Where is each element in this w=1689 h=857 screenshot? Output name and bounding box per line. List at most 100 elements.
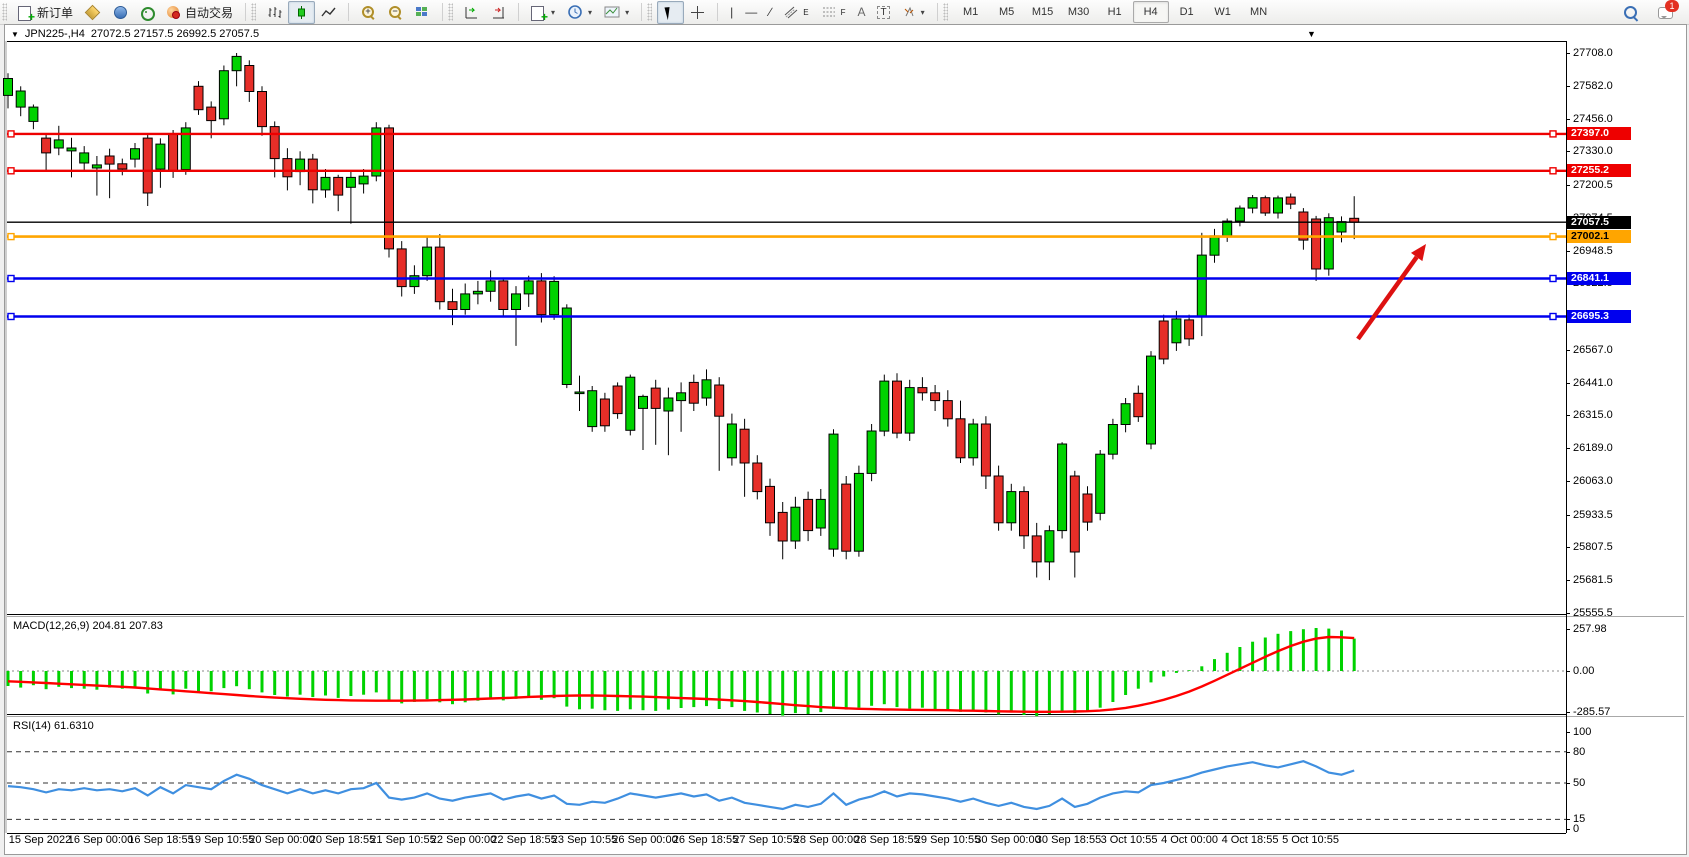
new-order-button[interactable]: + 新订单 bbox=[12, 1, 79, 24]
time-tick-label: 30 Sep 18:55 bbox=[1035, 834, 1102, 846]
time-tick-label: 27 Sep 10:55 bbox=[733, 834, 799, 846]
timeframe-button-m1[interactable]: M1 bbox=[962, 6, 979, 18]
zoom-out-icon: − bbox=[388, 5, 403, 20]
price-tick-label: 27582.0 bbox=[1573, 79, 1613, 92]
text-tool-button[interactable]: A bbox=[851, 1, 871, 24]
candlestick-mode-button[interactable] bbox=[288, 0, 316, 24]
macd-tick-label: -285.57 bbox=[1573, 706, 1611, 718]
market-watch-icon bbox=[84, 4, 101, 20]
time-tick-label: 20 Sep 00:00 bbox=[249, 834, 315, 846]
chart-shift-icon bbox=[465, 6, 478, 18]
macd-indicator-label: MACD(12,26,9) 204.81 207.83 bbox=[13, 620, 163, 632]
axis-tick-mark bbox=[1566, 250, 1570, 252]
hline-tool-button[interactable]: — bbox=[739, 1, 763, 24]
arrows-tool-dropdown-button[interactable]: ▾ bbox=[896, 1, 931, 24]
price-tick-label: 25681.5 bbox=[1573, 574, 1613, 587]
fibonacci-tool-button[interactable]: F bbox=[815, 1, 852, 24]
arrows-tool-icon bbox=[904, 6, 914, 17]
bar-chart-mode-button[interactable] bbox=[261, 1, 288, 24]
cursor-tool-button[interactable] bbox=[657, 0, 685, 24]
signals-button[interactable] bbox=[133, 1, 160, 24]
rsi-tick-label: 0 bbox=[1573, 823, 1580, 835]
search-button[interactable] bbox=[1617, 1, 1644, 24]
level-price-label: 26695.3 bbox=[1567, 309, 1631, 323]
axis-tick-mark bbox=[1566, 671, 1570, 672]
textlabel-tool-button[interactable]: T bbox=[871, 1, 895, 24]
fibonacci-icon bbox=[822, 7, 835, 16]
crosshair-tool-button[interactable] bbox=[684, 1, 711, 24]
autotrade-button[interactable]: 自动交易 bbox=[160, 1, 239, 24]
tile-windows-button[interactable] bbox=[409, 1, 436, 24]
cursor-icon bbox=[663, 4, 678, 20]
line-chart-mode-button[interactable] bbox=[315, 1, 342, 24]
time-tick-label: 26 Sep 18:55 bbox=[672, 834, 739, 846]
time-tick-label: 20 Sep 18:55 bbox=[309, 834, 376, 846]
vline-tool-button[interactable]: | bbox=[724, 1, 739, 24]
auto-scroll-button[interactable] bbox=[485, 1, 512, 24]
time-tick-label: 21 Sep 10:55 bbox=[370, 834, 436, 846]
symbol-period-label: JPN225-,H4 bbox=[24, 28, 85, 40]
axis-tick-mark bbox=[1566, 712, 1570, 713]
signals-icon bbox=[139, 5, 156, 21]
timeframe-button-h1[interactable]: H1 bbox=[1107, 6, 1122, 18]
zoom-in-button[interactable]: + bbox=[355, 1, 382, 24]
trendline-tool-button[interactable]: ∕ bbox=[763, 1, 777, 24]
text-tool-label: A bbox=[857, 4, 866, 19]
macd-tick-label: 257.98 bbox=[1573, 623, 1607, 635]
notification-badge: 1 bbox=[1665, 0, 1679, 12]
axis-tick-mark bbox=[1566, 151, 1570, 153]
timeframe-button-mn[interactable]: MN bbox=[1250, 6, 1268, 18]
timeframe-button-h4[interactable]: H4 bbox=[1132, 1, 1169, 23]
timeframe-button-m15[interactable]: M15 bbox=[1031, 6, 1054, 18]
timeframe-button-m30[interactable]: M30 bbox=[1067, 6, 1090, 18]
axis-tick-mark bbox=[1566, 53, 1570, 54]
period-dropdown-button[interactable]: ▾ bbox=[561, 1, 598, 24]
rsi-tick-label: 15 bbox=[1573, 813, 1586, 826]
community-button[interactable] bbox=[106, 1, 133, 24]
toolbar-grip[interactable] bbox=[2, 3, 7, 21]
autotrade-label: 自动交易 bbox=[185, 5, 234, 20]
timeframe-button-m5[interactable]: M5 bbox=[998, 6, 1015, 18]
current-price-label: 27057.5 bbox=[1567, 215, 1631, 229]
price-tick-label: 27708.0 bbox=[1573, 47, 1613, 59]
price-tick-label: 26189.0 bbox=[1573, 442, 1613, 455]
market-watch-button[interactable] bbox=[79, 1, 106, 24]
time-tick-label: 22 Sep 00:00 bbox=[430, 834, 497, 846]
ohlc-readout: 27072.5 27157.5 26992.5 27057.5 bbox=[90, 28, 260, 40]
time-tick-label: 5 Oct 10:55 bbox=[1282, 834, 1339, 846]
hline-icon: — bbox=[745, 4, 758, 19]
price-tick-label: 25807.5 bbox=[1573, 541, 1613, 554]
axis-tick-mark bbox=[1566, 783, 1570, 784]
time-tick-label: 16 Sep 00:00 bbox=[67, 834, 134, 846]
time-tick-label: 19 Sep 10:55 bbox=[188, 834, 255, 846]
time-tick-label: 15 Sep 2022 bbox=[8, 834, 72, 846]
axis-tick-mark bbox=[1566, 85, 1570, 87]
time-tick-label: 23 Sep 10:55 bbox=[551, 834, 618, 846]
timeframe-button-w1[interactable]: W1 bbox=[1214, 6, 1231, 18]
template-dropdown-button[interactable]: ▾ bbox=[598, 1, 635, 24]
axis-tick-mark bbox=[1566, 448, 1570, 450]
trendline-icon: ∕ bbox=[769, 4, 772, 19]
profiles-dropdown-button[interactable]: + ▾ bbox=[525, 1, 561, 24]
chart-shift-button[interactable] bbox=[458, 1, 485, 24]
line-chart-icon bbox=[321, 7, 336, 16]
axis-tick-mark bbox=[1566, 382, 1570, 384]
time-tick-label: 16 Sep 18:55 bbox=[128, 834, 194, 846]
price-tick-label: 25555.5 bbox=[1573, 607, 1613, 619]
symbol-dropdown-icon[interactable]: ▼ bbox=[11, 29, 19, 39]
notifications-button[interactable]: 1 bbox=[1652, 0, 1679, 24]
channel-tool-button[interactable]: E bbox=[777, 1, 814, 24]
chart-window[interactable]: ▼ JPN225-,H4 27072.5 27157.5 26992.5 270… bbox=[3, 24, 1687, 855]
axis-tick-mark bbox=[1566, 185, 1570, 187]
new-order-icon: + bbox=[18, 5, 35, 23]
timeframe-group: M1 M5 M15 M30 H1 H4 D1 W1 MN bbox=[950, 0, 1280, 24]
auto-scroll-icon bbox=[493, 6, 505, 18]
price-tick-label: 26063.0 bbox=[1573, 474, 1613, 487]
window-menu-icon[interactable]: ▼ bbox=[1307, 29, 1316, 39]
timeframe-button-d1[interactable]: D1 bbox=[1179, 6, 1194, 18]
zoom-out-button[interactable]: − bbox=[382, 1, 409, 24]
axis-tick-mark bbox=[1566, 118, 1570, 120]
textlabel-tool-label: T bbox=[877, 5, 890, 19]
